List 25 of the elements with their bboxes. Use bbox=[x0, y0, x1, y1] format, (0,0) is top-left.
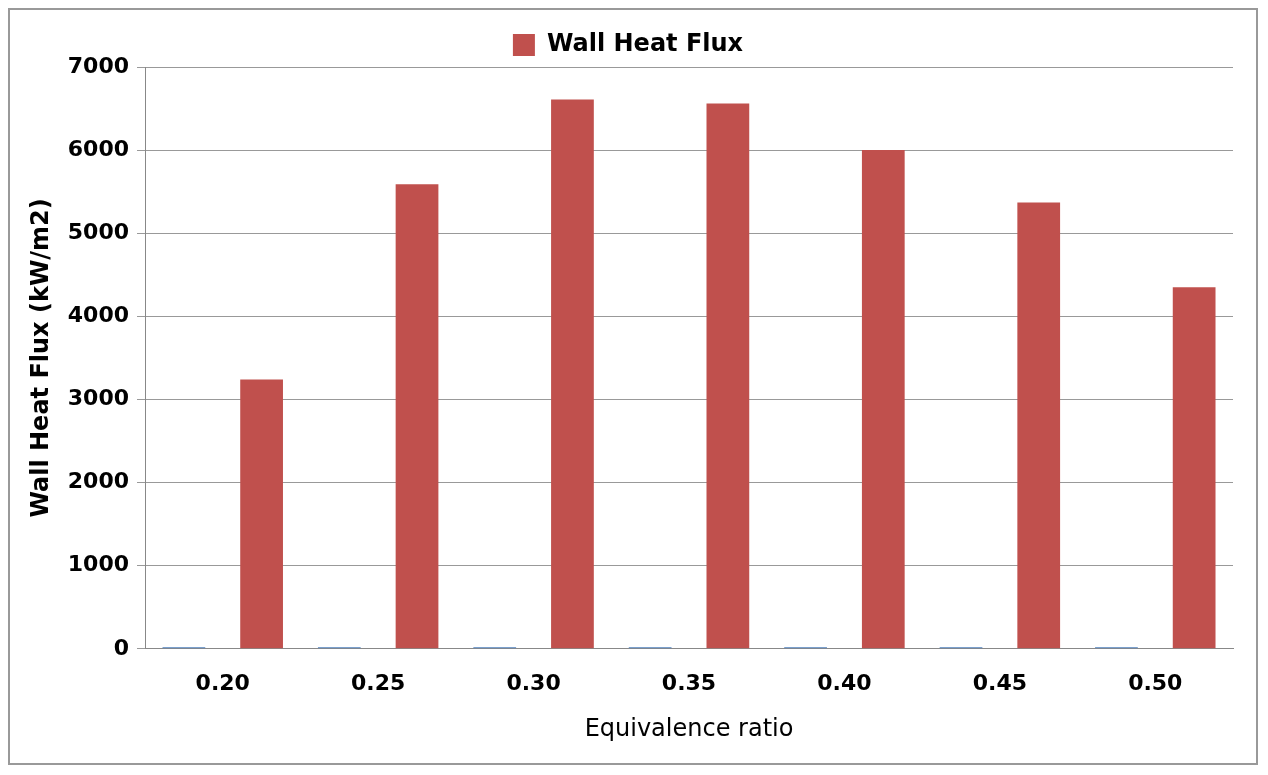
y-tick-label: 3000 bbox=[67, 385, 130, 411]
x-tick-label: 0.30 bbox=[506, 669, 561, 695]
x-tick-label: 0.25 bbox=[351, 669, 406, 695]
legend-label: Wall Heat Flux bbox=[546, 29, 744, 58]
bar bbox=[706, 103, 750, 649]
x-tick-label: 0.35 bbox=[661, 669, 717, 695]
x-tick-label: 0.50 bbox=[1128, 669, 1183, 695]
bar bbox=[861, 150, 905, 649]
x-tick-label: 0.45 bbox=[972, 669, 1027, 695]
bar bbox=[395, 184, 439, 649]
y-tick-label: 1000 bbox=[67, 551, 130, 577]
y-axis-title: Wall Heat Flux (kW/m2) bbox=[25, 198, 54, 518]
y-tick-label: 0 bbox=[113, 634, 130, 660]
y-tick-label: 4000 bbox=[67, 302, 130, 328]
y-tick-label: 6000 bbox=[67, 135, 130, 161]
y-tick-label: 7000 bbox=[67, 52, 130, 78]
bar bbox=[1017, 202, 1061, 649]
y-tick-label: 5000 bbox=[67, 218, 130, 244]
bar bbox=[551, 99, 594, 649]
x-tick-label: 0.40 bbox=[817, 669, 872, 695]
bar bbox=[1172, 287, 1216, 649]
y-tick-label: 2000 bbox=[67, 468, 130, 494]
bar bbox=[240, 379, 283, 649]
x-axis-title: Equivalence ratio bbox=[584, 713, 794, 742]
x-tick-label: 0.20 bbox=[195, 669, 250, 695]
